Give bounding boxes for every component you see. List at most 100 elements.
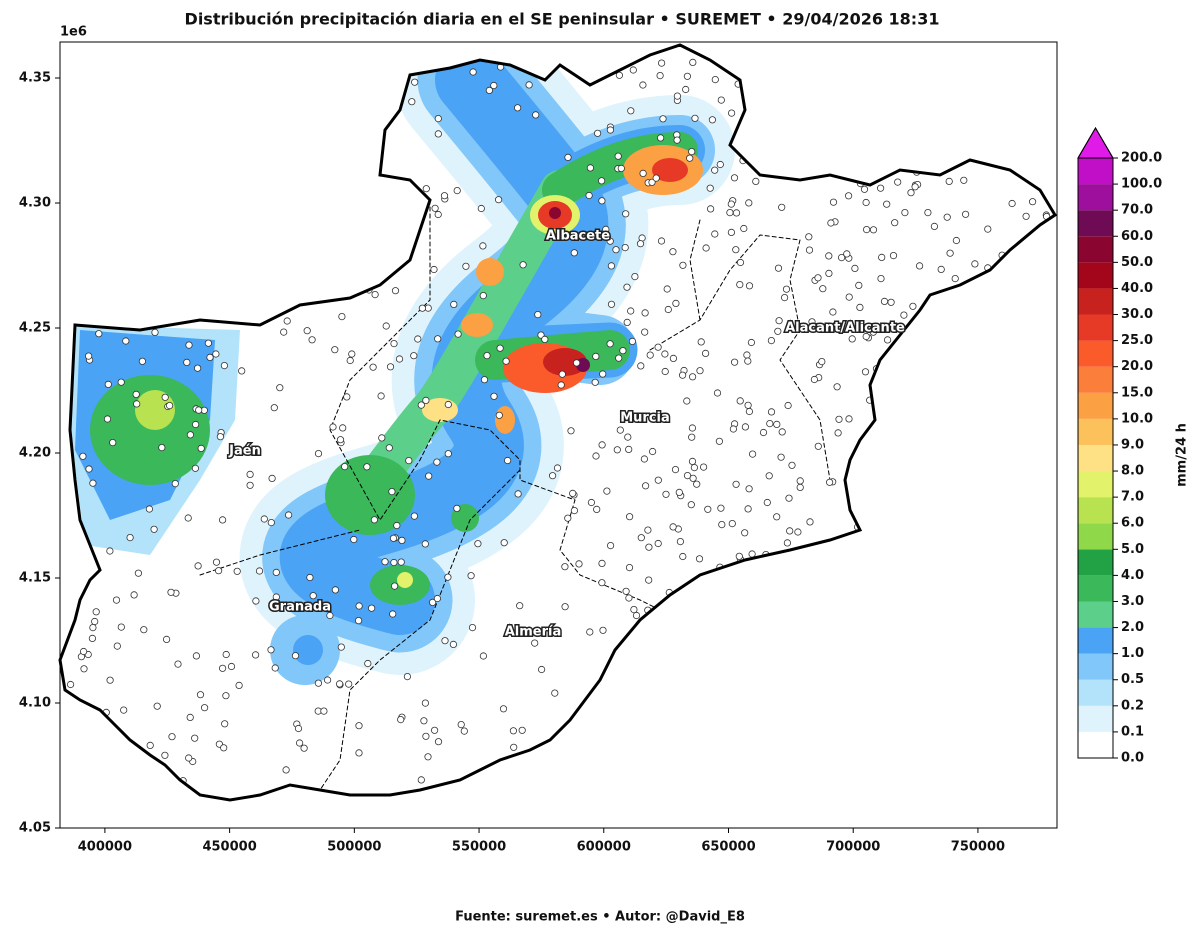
colorbar-tick-label: 30.0	[1121, 307, 1153, 322]
station	[553, 464, 562, 472]
station	[117, 623, 125, 631]
colorbar-segment	[1078, 705, 1113, 732]
station	[371, 290, 379, 299]
station	[389, 534, 398, 542]
station	[599, 370, 607, 378]
title: Distribución precipitación diaria en el …	[185, 10, 940, 29]
station	[827, 219, 835, 227]
station	[909, 302, 917, 310]
station	[390, 582, 399, 590]
station	[711, 166, 719, 174]
station	[421, 540, 429, 548]
station	[480, 376, 489, 384]
station	[661, 350, 669, 358]
station	[747, 338, 756, 347]
station	[765, 472, 773, 480]
station	[364, 659, 372, 668]
colorbar-tick-label: 50.0	[1121, 255, 1153, 270]
colorbar-tick-label: 0.1	[1121, 724, 1144, 739]
station	[67, 680, 75, 689]
station	[454, 330, 462, 338]
station	[644, 526, 652, 534]
station	[167, 588, 175, 596]
footer: Fuente: suremet.es • Autor: @David_E8	[455, 910, 745, 925]
station	[433, 458, 441, 466]
station	[227, 662, 236, 671]
station	[370, 516, 378, 524]
station	[676, 537, 685, 546]
station	[615, 71, 624, 79]
station	[216, 433, 224, 441]
station	[163, 635, 171, 644]
station	[499, 705, 508, 713]
station	[388, 487, 396, 496]
station	[557, 381, 565, 389]
station	[444, 450, 452, 458]
station	[215, 567, 223, 575]
x-tick-label: 700000	[826, 840, 880, 855]
station	[548, 472, 557, 480]
station	[735, 552, 743, 560]
station	[184, 514, 192, 522]
station	[718, 520, 726, 529]
station	[810, 375, 819, 384]
colorbar-tick-label: 100.0	[1121, 177, 1162, 192]
colorbar-tick-label: 7.0	[1121, 490, 1144, 505]
station	[382, 322, 390, 330]
station	[80, 665, 88, 673]
station	[85, 465, 93, 473]
colorbar-tick-label: 2.0	[1121, 620, 1144, 635]
station	[267, 518, 275, 527]
station	[336, 436, 345, 444]
station	[516, 602, 524, 610]
colorbar-tick-label: 0.0	[1121, 751, 1144, 766]
colorbar-segment	[1078, 731, 1113, 758]
station	[819, 285, 827, 293]
station	[460, 727, 468, 735]
station	[745, 282, 754, 290]
station	[907, 189, 915, 197]
station	[805, 233, 813, 241]
station	[430, 726, 439, 734]
colorbar-segment	[1078, 549, 1113, 576]
station	[855, 281, 863, 289]
x-tick-label: 750000	[951, 840, 1005, 855]
station	[763, 498, 771, 507]
station	[397, 715, 405, 724]
station	[386, 363, 395, 371]
station	[778, 203, 786, 211]
station	[845, 415, 853, 423]
station	[783, 539, 792, 547]
station	[627, 307, 635, 315]
station	[699, 463, 708, 471]
station	[570, 249, 578, 257]
station	[496, 344, 504, 352]
station	[572, 359, 581, 367]
station	[689, 474, 697, 482]
station	[869, 328, 877, 336]
region-label: Albacete	[546, 229, 610, 244]
station	[717, 96, 725, 104]
y-tick-label: 4.25	[19, 321, 51, 336]
station	[960, 176, 968, 184]
colorbar-segment	[1078, 497, 1113, 524]
colorbar-tick-label: 0.2	[1121, 698, 1144, 713]
station	[246, 481, 254, 489]
station	[509, 727, 518, 735]
station	[766, 419, 774, 428]
station	[1022, 212, 1030, 220]
station	[567, 427, 575, 435]
station	[883, 336, 892, 344]
station	[420, 717, 428, 725]
station	[398, 536, 406, 545]
station	[625, 445, 633, 453]
station	[629, 66, 637, 74]
station	[806, 518, 814, 526]
station	[612, 246, 620, 254]
station	[683, 397, 691, 405]
station	[844, 192, 853, 200]
station	[862, 198, 870, 207]
station	[673, 92, 682, 100]
station	[727, 200, 735, 208]
